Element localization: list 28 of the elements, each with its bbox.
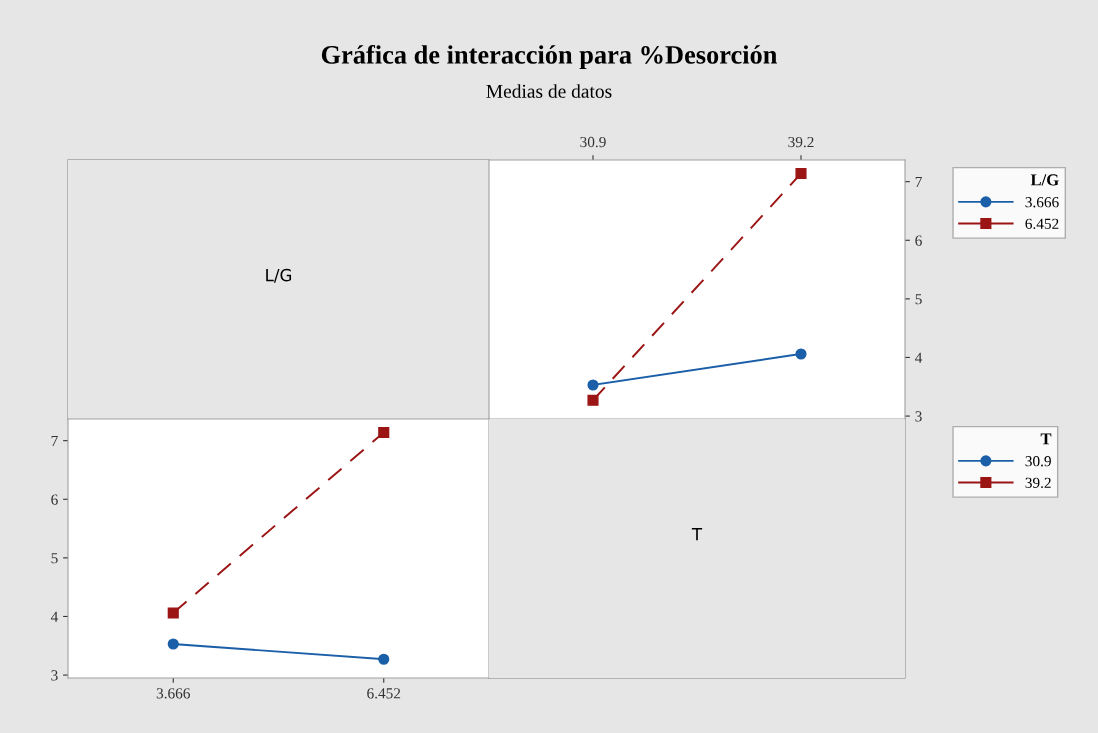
y-tick-label: 4 [915, 352, 923, 363]
y-tick-label: 3 [915, 411, 922, 422]
y-tick-label: 5 [51, 553, 58, 564]
legend-title: T [1040, 433, 1052, 445]
text: T [691, 528, 703, 541]
text: L/G [266, 268, 292, 283]
y-tick-label: 7 [51, 435, 58, 446]
legend-label: 30.9 [1025, 456, 1051, 467]
point [795, 167, 807, 180]
legend-label: 6.452 [1025, 218, 1059, 229]
y-tick-label: 6 [915, 235, 922, 246]
legend-label: 39.2 [1025, 477, 1051, 488]
y-tick-label: 7 [915, 176, 922, 187]
y-tick-label: 5 [915, 294, 922, 305]
point [795, 348, 807, 360]
point [587, 379, 599, 391]
point [378, 653, 390, 665]
point [378, 426, 390, 439]
legend-title: L/G [1030, 174, 1059, 186]
point [587, 394, 599, 406]
y-tick-label: 3 [51, 670, 58, 681]
legend-label: 3.666 [1025, 197, 1059, 208]
y-tick-label: 6 [51, 494, 58, 505]
text: Medias de datos [486, 84, 612, 98]
y-tick-label: 4 [50, 611, 59, 622]
point [167, 607, 179, 619]
text: Gráfica de interacción para %Desorción [321, 44, 778, 70]
point [167, 638, 179, 650]
